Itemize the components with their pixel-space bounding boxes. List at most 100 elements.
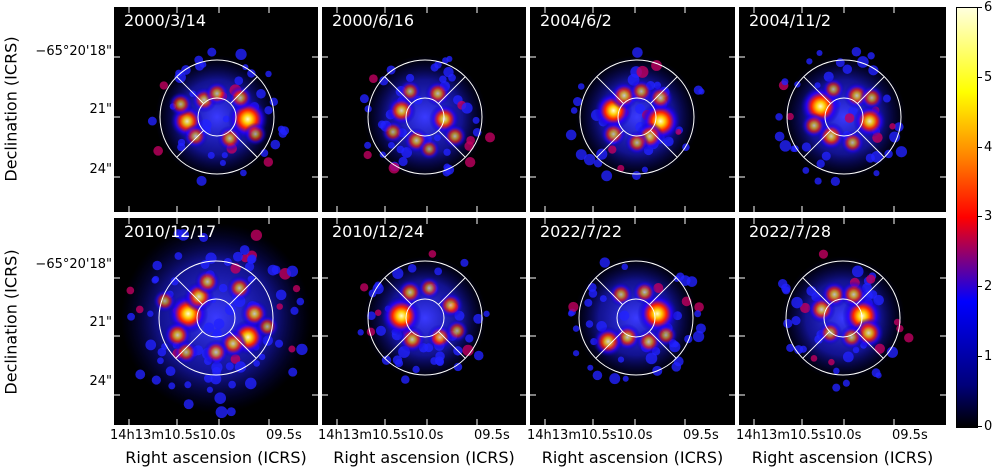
sector-divider: [650, 130, 678, 158]
emission-blob: [228, 85, 253, 110]
image-panel-2: 2000/6/16: [322, 7, 526, 212]
photon-speckle: [632, 171, 641, 180]
colorbar-tick-mark: [977, 7, 982, 8]
region-circle: [158, 260, 274, 376]
photon-speckle: [215, 406, 228, 419]
photon-speckle: [802, 166, 810, 174]
image-panel-5: 2010/12/17: [114, 218, 318, 425]
photon-speckle: [806, 58, 813, 65]
photon-speckle: [832, 383, 841, 392]
y-tick-label: 21": [89, 315, 112, 330]
photon-speckle: [830, 176, 841, 186]
x-tick-label: 09.5s: [683, 428, 719, 443]
region-circle: [785, 260, 901, 376]
photon-speckle: [173, 229, 183, 239]
sector-divider: [802, 277, 830, 305]
emission-blob: [654, 323, 678, 347]
colorbar-tick-mark: [977, 77, 982, 78]
photon-speckle: [213, 318, 225, 330]
photon-speckle: [177, 138, 186, 147]
photon-speckle: [153, 146, 163, 156]
sector-divider: [856, 331, 884, 359]
photon-speckle: [212, 328, 222, 338]
emission-blob: [647, 84, 674, 111]
x-tick-label: 14h13m10.5s10.0s: [736, 428, 862, 443]
photon-speckle: [575, 149, 587, 161]
panel-date-label: 2010/12/24: [332, 222, 425, 241]
photon-speckle: [434, 267, 443, 276]
photon-speckle: [609, 373, 621, 385]
photon-speckle: [265, 70, 272, 78]
panel-date-label: 2010/12/17: [124, 222, 217, 241]
photon-speckle: [617, 164, 625, 172]
photon-speckle: [601, 170, 613, 182]
photon-speckle: [461, 102, 473, 114]
photon-speckle: [868, 290, 878, 299]
x-axis-label: Right ascension (ICRS): [751, 448, 934, 467]
y-tick-label: 24": [89, 374, 112, 389]
photon-speckle: [207, 151, 215, 159]
photon-speckle: [296, 297, 305, 306]
photon-speckle: [159, 81, 169, 90]
sector-divider: [176, 130, 204, 158]
photon-speckle: [165, 366, 176, 376]
colorbar: [956, 7, 978, 428]
photon-speckle: [434, 134, 441, 142]
sector-divider: [176, 76, 204, 104]
photon-speckle: [775, 113, 783, 121]
photon-speckle: [599, 257, 611, 268]
photon-speckle: [632, 47, 643, 58]
photon-speckle: [681, 296, 692, 307]
photon-speckle: [210, 373, 222, 385]
emission-blob: [801, 112, 827, 139]
photon-speckle: [778, 278, 788, 289]
photon-speckle: [842, 379, 850, 387]
emission-blob: [381, 295, 422, 336]
sector-divider: [438, 130, 466, 158]
sector-divider: [856, 277, 884, 305]
photon-speckle: [842, 64, 853, 74]
photon-speckle: [828, 358, 835, 366]
region-circle: [367, 260, 483, 376]
y-axis-title-top-row: Declination (ICRS): [1, 6, 21, 211]
photon-speckle: [791, 315, 801, 326]
photon-speckle: [593, 159, 603, 168]
photon-speckle: [585, 320, 594, 328]
photon-speckle: [882, 94, 891, 103]
emission-blob: [840, 130, 865, 155]
region-circle: [578, 260, 694, 376]
panel-image: [322, 218, 526, 425]
x-axis-label: Right ascension (ICRS): [333, 448, 515, 467]
sector-divider: [384, 331, 412, 359]
emission-blob: [624, 130, 650, 155]
photon-speckle: [234, 361, 247, 373]
photon-speckle: [127, 312, 135, 321]
panel-date-label: 2000/3/14: [124, 11, 207, 30]
photon-speckle: [219, 159, 226, 167]
photon-speckle: [443, 148, 451, 156]
photon-speckle: [889, 123, 896, 130]
sector-divider: [595, 277, 623, 305]
photon-speckle: [453, 362, 463, 372]
photon-speckle: [894, 122, 904, 132]
photon-speckle: [472, 116, 480, 124]
photon-speckle: [436, 358, 445, 367]
emission-blob: [840, 281, 868, 308]
emission-blob: [632, 280, 657, 305]
x-tick-label: 09.5s: [474, 428, 510, 443]
emission-blob: [398, 325, 426, 353]
colorbar-tick-mark: [977, 216, 982, 217]
photon-speckle: [226, 407, 236, 417]
photon-speckle: [694, 302, 704, 312]
sector-divider: [803, 130, 831, 158]
photon-speckle: [367, 311, 376, 321]
photon-speckle: [126, 286, 135, 295]
photon-speckle: [786, 343, 795, 352]
sector-divider: [596, 76, 624, 104]
photon-speckle: [286, 265, 299, 277]
y-tick-label: −65°20'18": [35, 44, 112, 59]
photon-speckle: [412, 365, 420, 374]
photon-speckle: [256, 88, 266, 99]
sector-divider: [857, 130, 885, 158]
photon-speckle: [865, 153, 875, 163]
